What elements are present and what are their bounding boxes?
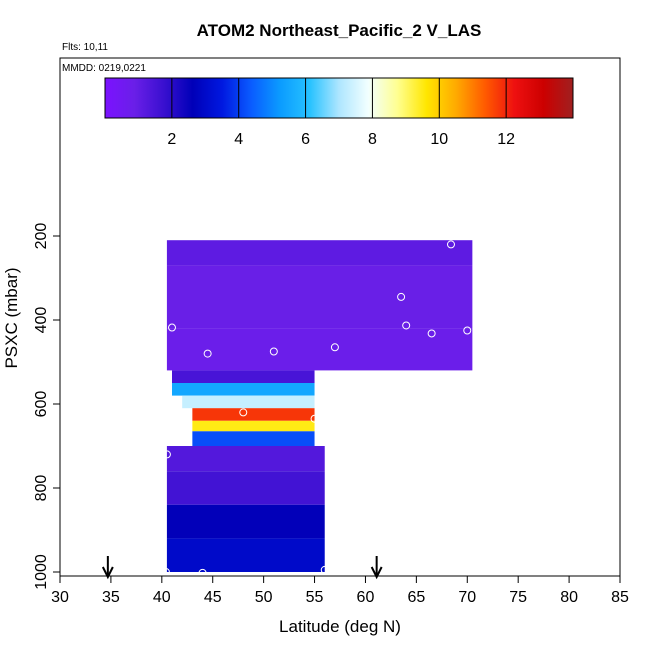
- plot-frame: [59, 57, 621, 577]
- x-tick-label: 30: [51, 589, 69, 606]
- colorbar-tick-label: 10: [430, 131, 448, 148]
- colorbar-tick-label: 4: [234, 131, 243, 148]
- heatmap-cell: [166, 265, 473, 329]
- colorbar-gradient: [104, 77, 574, 119]
- data-point: [463, 326, 472, 335]
- y-tick-label: 600: [33, 391, 50, 418]
- colorbar-tick-label: 8: [368, 131, 377, 148]
- y-tick-label: 200: [33, 223, 50, 250]
- x-tick-label: 80: [560, 589, 578, 606]
- data-point: [397, 292, 406, 301]
- data-point: [500, 248, 509, 257]
- y-tick-label: 400: [33, 307, 50, 334]
- data-point: [168, 323, 176, 332]
- data-point: [381, 426, 390, 435]
- arrow-head: [370, 566, 383, 580]
- x-tick-label: 85: [611, 589, 629, 606]
- heatmap-cell: [192, 408, 315, 421]
- data-point: [473, 307, 482, 316]
- heatmap-cell: [166, 328, 473, 371]
- heatmap-cell: [166, 538, 325, 572]
- data-point: [475, 427, 484, 436]
- data-point: [524, 330, 533, 339]
- x-tick-label: 65: [407, 589, 425, 606]
- data-point: [478, 542, 487, 551]
- data-point: [310, 414, 319, 423]
- heatmap-cell: [166, 504, 325, 539]
- x-tick-label: 55: [306, 589, 324, 606]
- data-point: [446, 240, 455, 249]
- data-point: [320, 565, 329, 574]
- data-point: [330, 343, 339, 352]
- data-point: [475, 312, 484, 321]
- flights-note: Flts: 10,11: [62, 42, 108, 53]
- colorbar: 2 4 6 8 10 12: [104, 77, 574, 148]
- data-point: [504, 342, 512, 351]
- x-tick-label: 50: [255, 589, 273, 606]
- data-point: [504, 268, 512, 277]
- x-tick-label: 60: [357, 589, 375, 606]
- heatmap-cell: [172, 370, 315, 383]
- heatmap-cell: [182, 395, 315, 409]
- x-tick-label: 35: [102, 589, 120, 606]
- data-point: [493, 337, 502, 345]
- data-point: [550, 253, 559, 261]
- colorbar-tick-label: 12: [497, 131, 515, 148]
- colorbar-tick-label: 2: [167, 131, 176, 148]
- heatmap-cell: [166, 446, 325, 472]
- chart-title: ATOM2 Northeast_Pacific_2 V_LAS: [197, 21, 482, 40]
- y-tick-label: 1000: [33, 554, 50, 590]
- data-point: [466, 431, 475, 440]
- data-point: [422, 412, 431, 421]
- arrow-head: [101, 566, 114, 580]
- data-point: [520, 435, 529, 444]
- x-tick-label: 40: [153, 589, 171, 606]
- data-point: [465, 549, 474, 558]
- heatmap-cell: [166, 471, 325, 505]
- data-point: [468, 374, 477, 383]
- y-tick-label: 800: [33, 475, 50, 502]
- data-point: [269, 347, 278, 356]
- x-axis-label: Latitude (deg N): [279, 617, 401, 636]
- x-tick-label: 70: [458, 589, 476, 606]
- x-tick-label: 75: [509, 589, 527, 606]
- data-point: [427, 329, 436, 338]
- heatmap-cell: [166, 240, 473, 266]
- heatmap-cell: [192, 420, 315, 432]
- data-point: [563, 305, 572, 314]
- data-point: [376, 422, 385, 431]
- x-tick-label: 45: [204, 589, 222, 606]
- colorbar-tick-label: 6: [301, 131, 310, 148]
- data-point: [565, 401, 574, 410]
- data-point: [162, 450, 171, 459]
- y-axis-label: PSXC (mbar): [2, 267, 21, 368]
- data-point: [239, 408, 248, 417]
- heatmap-cell: [192, 431, 315, 446]
- data-point: [402, 321, 411, 330]
- date-note: MMDD: 0219,0221: [62, 63, 146, 74]
- data-point: [203, 349, 212, 358]
- heatmap-cell: [172, 383, 315, 396]
